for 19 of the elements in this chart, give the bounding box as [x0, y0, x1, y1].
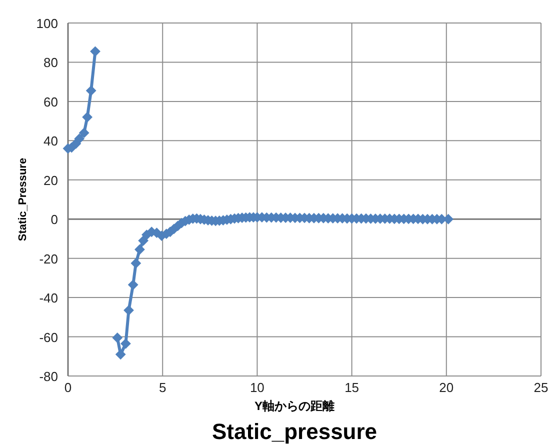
x-tick-label: 10	[250, 380, 264, 395]
x-tick-label: 0	[64, 380, 72, 395]
y-tick-label: 100	[36, 16, 58, 31]
x-tick-label: 25	[534, 380, 548, 395]
x-tick-label: 20	[439, 380, 454, 395]
x-tick-label: 5	[158, 380, 166, 395]
y-tick-label: 20	[44, 172, 58, 188]
y-tick-label: -40	[39, 290, 58, 306]
y-axis-title: Static_Pressure	[17, 158, 29, 242]
y-tick-label: 40	[44, 134, 58, 149]
y-tick-label: 60	[44, 94, 58, 110]
text: Static_pressure	[212, 419, 378, 444]
y-tick-label: 80	[44, 55, 58, 70]
y-tick-label: -20	[39, 251, 58, 266]
x-tick-label: 15	[344, 380, 360, 395]
y-tick-label: -60	[39, 330, 58, 345]
y-tick-label: -80	[39, 369, 58, 384]
y-tick-label: 0	[50, 212, 58, 228]
x-axis-title: Y軸からの距離	[254, 399, 335, 413]
